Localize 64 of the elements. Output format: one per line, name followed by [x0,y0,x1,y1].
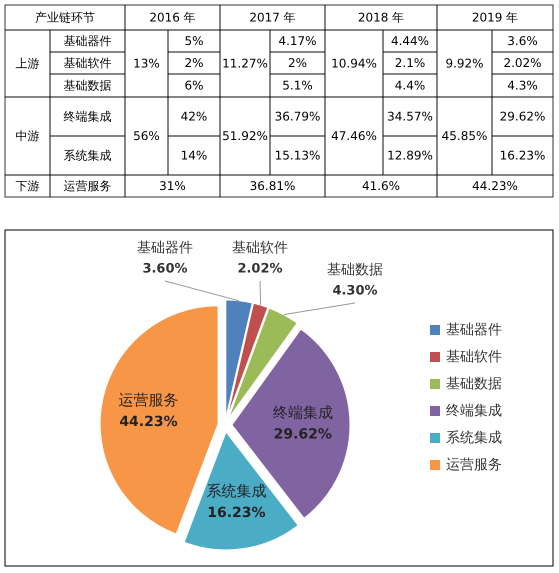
text: 中游 [16,129,40,143]
text: 4.4% [394,78,426,92]
text: 15.13% [274,148,320,162]
slice-label: 基础器件 [137,240,193,256]
slice-label: 基础软件 [232,240,288,256]
text: 16.23% [500,148,546,162]
data-label: 16.23% [207,504,266,521]
text: 4.17% [278,34,317,48]
text: 31% [159,179,186,193]
legend-label: 终端集成 [446,403,502,419]
text: 基础数据 [64,78,112,92]
text: 5.1% [282,78,313,92]
slice-label: 基础数据 [327,262,383,278]
data-label: 4.30% [332,284,378,298]
legend-label: 基础器件 [446,322,502,338]
text: 基础软件 [64,56,112,70]
text: 5% [184,34,204,48]
text: 29.62% [500,110,546,124]
legend-label: 运营服务 [446,457,502,473]
text: 12.89% [387,148,433,162]
text: 4.44% [390,34,430,48]
text: 44.23% [472,179,518,193]
text: 2% [184,56,204,70]
text: 56% [133,129,160,143]
text: 3.6% [507,34,538,48]
text: 47.46% [331,129,377,143]
text: 14% [180,148,208,162]
text: 36.81% [250,179,296,193]
text: 2% [288,56,308,70]
legend-label: 基础软件 [446,349,502,365]
slice-label: 系统集成 [206,482,266,500]
text: 2018 年 [358,10,404,24]
text: 产业链环节 [35,10,95,24]
data-label: 3.60% [142,262,188,276]
slice-label: 终端集成 [272,404,333,422]
text: 41.6% [362,179,400,193]
data-label: 44.23% [119,414,178,430]
text: 6% [184,78,204,92]
text: 基础器件 [64,34,112,48]
legend-label: 基础数据 [446,376,502,392]
text: 11.27% [222,56,268,70]
text: 2.1% [394,56,426,70]
text: 13% [133,56,160,70]
data-label: 2.02% [237,262,283,276]
text: 系统集成 [64,148,112,162]
text: 上游 [16,56,40,70]
slice-label: 运营服务 [118,390,178,409]
text: 36.79% [274,110,320,124]
data-label: 29.62% [274,426,332,443]
text: 运营服务 [64,179,112,193]
text: 45.85% [442,129,488,143]
text: 2016 年 [149,10,196,24]
text: 10.94% [331,56,377,70]
text: 2017 年 [249,10,296,24]
legend-label: 系统集成 [446,430,502,446]
text: 下游 [16,179,40,193]
text: 34.57% [387,110,433,124]
text: 4.3% [507,78,538,92]
text: 终端集成 [64,110,112,124]
text: 2.02% [503,56,542,70]
text: 51.92% [222,129,268,143]
text: 9.92% [445,56,484,70]
text: 2019 年 [472,10,518,24]
text: 42% [180,110,208,124]
